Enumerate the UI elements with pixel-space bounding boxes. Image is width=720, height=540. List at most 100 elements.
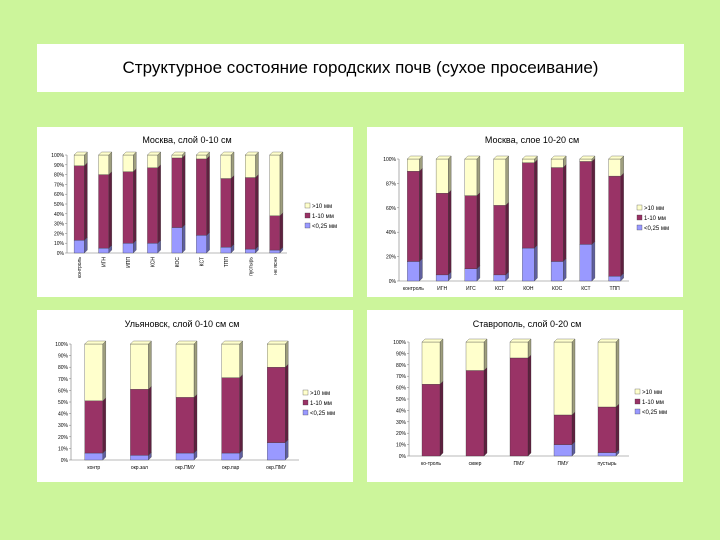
bar-side-medium (133, 168, 137, 244)
y-tick-label: 30% (58, 423, 69, 429)
bar-segment-medium (522, 162, 535, 249)
category-label: ИГН (102, 257, 108, 267)
bar-segment-small (269, 249, 281, 254)
bar-side-medium (419, 167, 423, 262)
y-tick-label: 0% (389, 279, 397, 285)
category-label: ТПП (610, 286, 621, 292)
bar-segment-large (221, 343, 240, 378)
legend-label: <0,25 мм (310, 411, 335, 417)
bar-segment-large (553, 341, 573, 416)
page-title: Структурное состояние городских почв (су… (122, 58, 599, 77)
category-label: КОН (523, 286, 534, 292)
category-label: не ясно (273, 257, 279, 275)
bar-segment-small (196, 235, 207, 254)
chart-ulyanovsk-svg: 100% 90% 80% 70% 60% 50% 40% 30% 20% 10% 0% контр ок… (55, 319, 335, 471)
bar-segment-medium (509, 357, 529, 457)
y-tick-label: 60% (58, 388, 69, 394)
bar-top (597, 338, 620, 343)
bar-side-medium (476, 192, 481, 270)
y-tick-label: 0% (61, 458, 69, 464)
category-label: ПМУ (514, 461, 526, 467)
bar-top (553, 338, 576, 343)
legend-label: 1-10 мм (642, 400, 664, 406)
bar-segment-large (464, 158, 478, 196)
bar-top (493, 155, 510, 160)
bar-side-medium (285, 363, 289, 443)
bar-side-medium (148, 385, 152, 456)
bar-segment-small (171, 227, 183, 254)
bar-segment-medium (221, 377, 240, 454)
y-tick-label: 20% (396, 431, 407, 437)
bar-segment-medium (550, 167, 564, 262)
category-label: ИГС (466, 286, 476, 292)
bar-segment-large (522, 158, 535, 163)
bar-side-large (108, 151, 112, 175)
legend-label: 1-10 мм (310, 401, 332, 407)
category-label: ТПП (224, 257, 230, 268)
bar-side-small (534, 244, 538, 282)
legend-label: >10 мм (310, 391, 330, 397)
bar-side-medium (615, 403, 620, 453)
bar-segment-medium (171, 157, 183, 228)
legend-label: 1-10 мм (312, 214, 334, 220)
bar-segment-large (171, 154, 183, 159)
bar-top (98, 151, 113, 156)
bar-side-small (181, 224, 186, 254)
bar-top (465, 338, 488, 343)
y-tick-label: 40% (58, 412, 69, 418)
y-tick-label: 87% (386, 181, 397, 187)
legend: >10 мм 1-10 мм <0,25 мм (302, 389, 335, 417)
y-tick-label: 30% (54, 222, 65, 228)
y-tick-label: 0% (399, 454, 407, 460)
bar-side-medium (563, 164, 567, 262)
y-tick-label: 50% (54, 202, 65, 208)
bar-side-medium (193, 393, 198, 454)
y-tick-label: 50% (58, 400, 69, 406)
legend-swatch (636, 224, 643, 231)
bar-side-large (285, 340, 289, 368)
bar-segment-medium (267, 367, 286, 443)
bar-side-medium (230, 175, 235, 248)
category-label: КОС (552, 286, 563, 292)
y-tick-label: 70% (54, 182, 65, 188)
bar-segment-small (122, 243, 134, 254)
bar-top (175, 340, 198, 345)
bar-side-large (615, 338, 620, 408)
bar-segment-medium (73, 165, 85, 241)
bar-side-large (279, 151, 284, 217)
bar-segment-medium (608, 175, 621, 277)
bar-segment-large (220, 154, 232, 179)
y-tick-label: 70% (58, 377, 69, 383)
bar-segment-small (84, 452, 103, 461)
legend-swatch (636, 204, 643, 211)
bar-side-medium (279, 212, 284, 251)
bar-segment-large (435, 158, 449, 194)
bar-segment-large (509, 341, 529, 359)
bar-side-large (571, 338, 576, 416)
bar-segment-medium (421, 384, 441, 457)
bar-side-large (483, 338, 488, 371)
bar-segment-small (220, 246, 232, 254)
legend-label: >10 мм (312, 204, 332, 210)
bar-segment-large (98, 154, 109, 175)
y-tick-label: 60% (386, 206, 397, 212)
bar-side-small (563, 258, 567, 282)
bar-segment-large (122, 154, 134, 172)
bar-side-medium (534, 159, 538, 249)
bar-segment-large (130, 343, 149, 390)
bar-side-large (193, 340, 198, 398)
bar-segment-medium (98, 174, 109, 249)
bar-side-small (419, 258, 423, 282)
bar-segment-medium (175, 397, 195, 454)
bar-side-large (439, 338, 444, 385)
legend-label: 1-10 мм (644, 216, 666, 222)
chart-moscow-0-10: 100% 90% 80% 70% 60% 50% 40% 30% 20% 10% 0% контрол… (37, 127, 353, 297)
legend-swatch (304, 222, 311, 229)
bar-segment-small (522, 247, 535, 282)
category-label: пустырь (598, 461, 617, 467)
bar-segment-medium (597, 406, 617, 453)
y-tick-label: 70% (396, 374, 407, 380)
bar-side-medium (448, 189, 452, 276)
bar-top (171, 151, 186, 156)
legend-swatch (304, 202, 311, 209)
